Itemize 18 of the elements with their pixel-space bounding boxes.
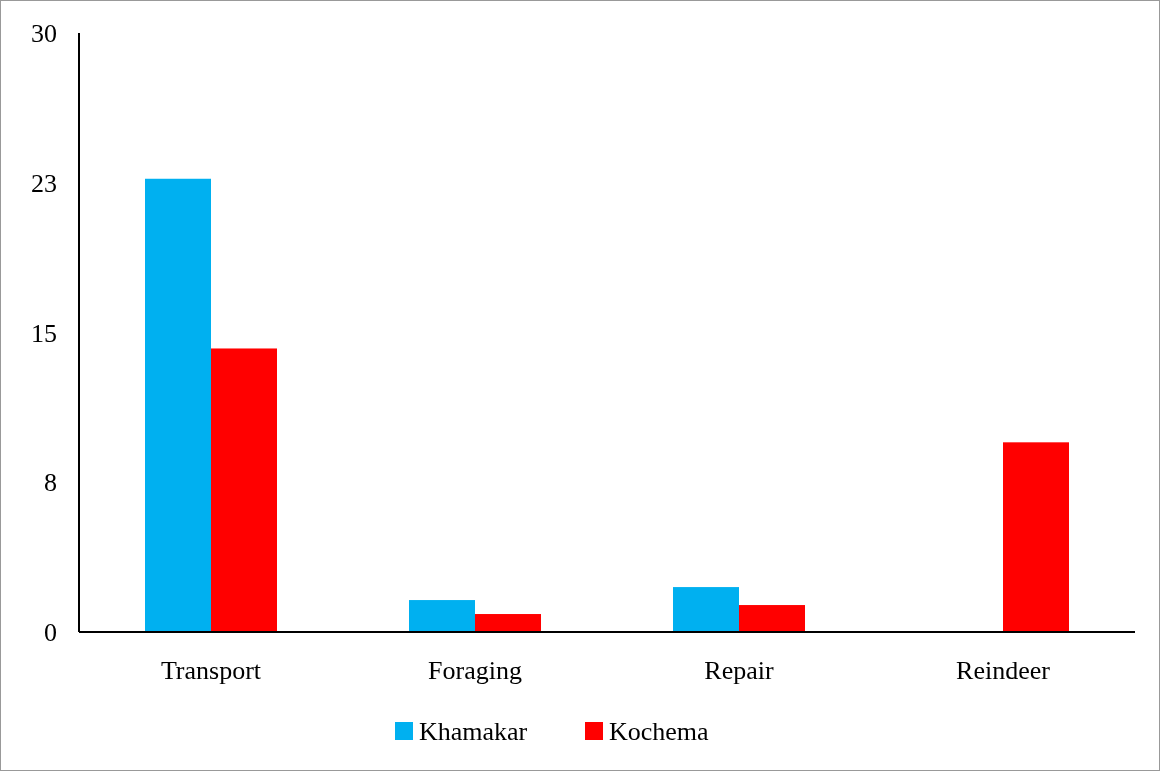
- y-tick-label: 15: [31, 318, 57, 348]
- x-tick-label: Transport: [160, 656, 262, 685]
- y-tick-label: 23: [31, 168, 57, 198]
- bar: [739, 605, 805, 632]
- bar: [211, 348, 277, 632]
- y-tick-label: 8: [44, 468, 57, 498]
- x-tick-label: Reindeer: [956, 656, 1051, 685]
- legend-label: Khamakar: [419, 717, 528, 747]
- legend-label: Kochema: [609, 717, 710, 747]
- bar: [409, 600, 475, 632]
- bar: [145, 178, 211, 632]
- bar: [1003, 442, 1069, 632]
- y-tick-label: 30: [31, 19, 57, 49]
- x-tick-label: Repair: [704, 656, 774, 685]
- bar: [673, 587, 739, 632]
- bar: [475, 614, 541, 632]
- x-tick-label: Foraging: [428, 656, 522, 685]
- y-tick-label: 0: [44, 618, 57, 648]
